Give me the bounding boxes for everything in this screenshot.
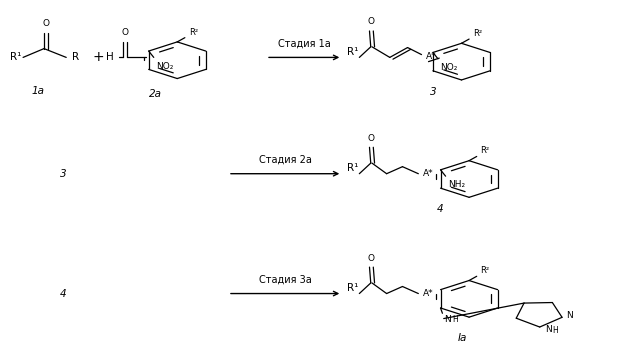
Text: O: O bbox=[368, 18, 375, 26]
Text: H: H bbox=[452, 315, 458, 324]
Text: Iа: Iа bbox=[458, 333, 467, 343]
Text: R²: R² bbox=[189, 28, 198, 37]
Text: A*: A* bbox=[422, 169, 433, 178]
Text: H: H bbox=[106, 52, 114, 62]
Text: O: O bbox=[122, 28, 129, 37]
Text: R¹: R¹ bbox=[347, 47, 358, 57]
Text: 4: 4 bbox=[60, 289, 67, 299]
Text: NO₂: NO₂ bbox=[156, 62, 173, 71]
Text: 1а: 1а bbox=[31, 86, 44, 96]
Text: R¹: R¹ bbox=[10, 52, 21, 62]
Text: R²: R² bbox=[473, 29, 482, 38]
Text: N: N bbox=[545, 325, 552, 334]
Text: O: O bbox=[368, 253, 375, 262]
Text: R: R bbox=[72, 52, 79, 62]
Text: H: H bbox=[553, 326, 559, 335]
Text: A*: A* bbox=[426, 52, 437, 61]
Text: R²: R² bbox=[481, 146, 490, 155]
Text: R²: R² bbox=[481, 266, 490, 275]
Text: R¹: R¹ bbox=[347, 283, 358, 293]
Text: Стадия 2а: Стадия 2а bbox=[259, 155, 312, 165]
Text: NO₂: NO₂ bbox=[440, 63, 458, 72]
Text: A*: A* bbox=[422, 289, 433, 298]
Text: N: N bbox=[444, 315, 451, 324]
Text: O: O bbox=[368, 134, 375, 143]
Text: 2а: 2а bbox=[148, 90, 161, 100]
Text: N: N bbox=[566, 311, 573, 320]
Text: 3: 3 bbox=[429, 87, 436, 97]
Text: +: + bbox=[92, 50, 104, 64]
Text: R¹: R¹ bbox=[347, 163, 358, 173]
Text: Стадия 3а: Стадия 3а bbox=[259, 275, 312, 285]
Text: NH₂: NH₂ bbox=[448, 180, 465, 189]
Text: O: O bbox=[42, 19, 49, 28]
Text: 4: 4 bbox=[437, 204, 444, 214]
Text: 3: 3 bbox=[60, 169, 67, 179]
Text: Стадия 1а: Стадия 1а bbox=[278, 39, 330, 49]
